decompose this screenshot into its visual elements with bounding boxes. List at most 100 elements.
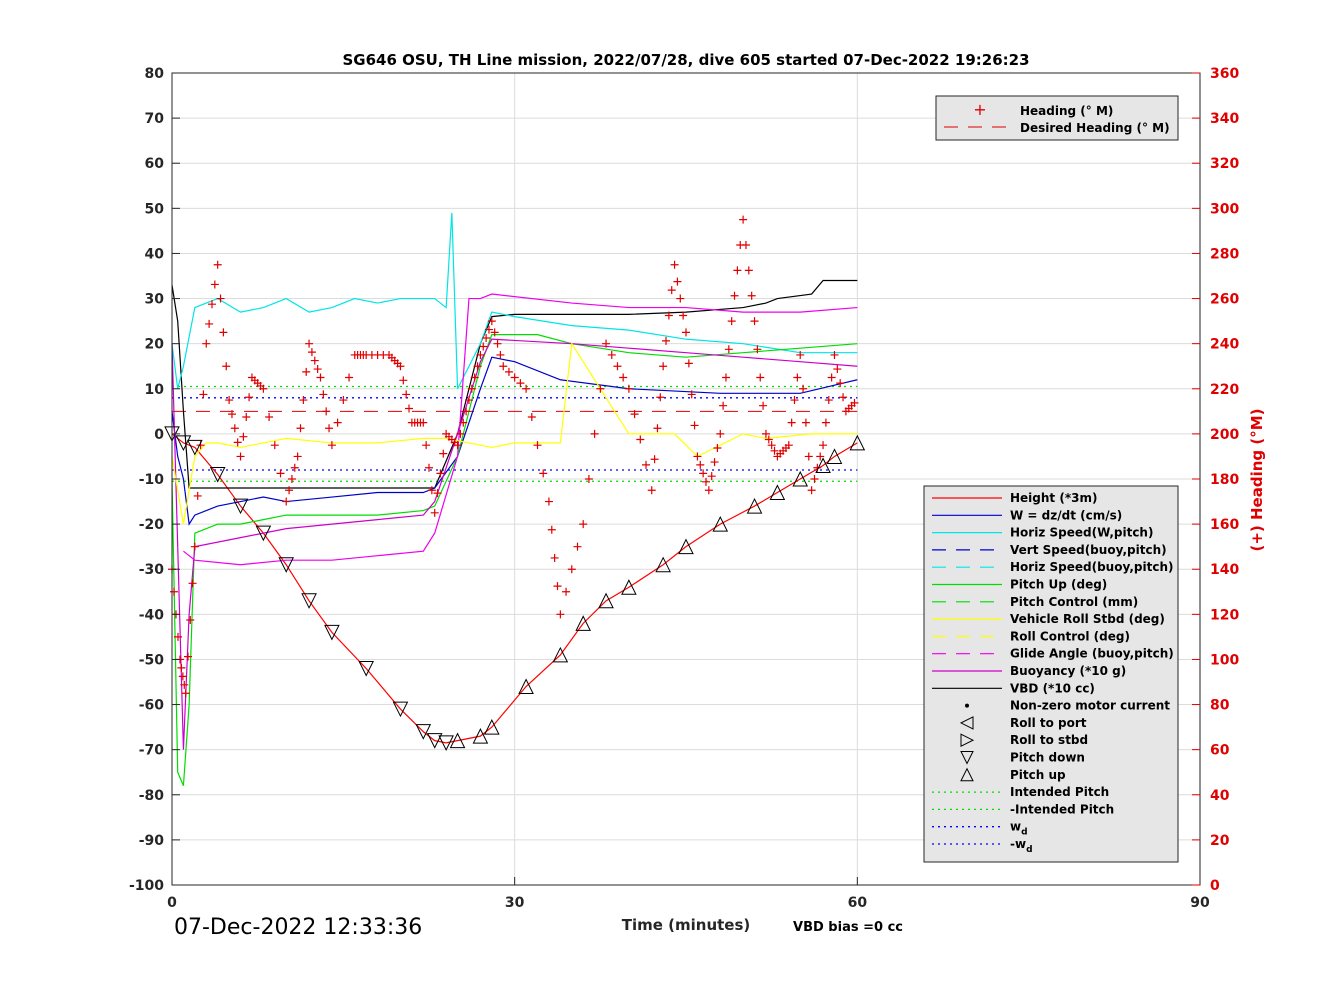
heading-point xyxy=(716,429,725,438)
legend-heading-label: Heading (° M) xyxy=(1020,104,1113,118)
heading-point xyxy=(436,469,445,478)
heading-point xyxy=(396,362,405,371)
heading-point xyxy=(602,339,611,348)
heading-point xyxy=(462,407,471,416)
heading-point xyxy=(193,491,202,500)
heading-point xyxy=(701,477,710,486)
heading-point xyxy=(619,373,628,382)
heading-point xyxy=(487,317,496,326)
heading-point xyxy=(579,520,588,529)
heading-point xyxy=(682,328,690,337)
heading-point xyxy=(282,497,291,506)
heading-point xyxy=(173,632,182,641)
pitch-up-marker xyxy=(598,592,614,609)
legend-swatch xyxy=(960,733,975,748)
heading-point xyxy=(290,463,299,472)
heading-point xyxy=(302,367,311,376)
right-tick-label: 220 xyxy=(1210,382,1239,398)
heading-point xyxy=(479,342,488,351)
right-tick-label: 300 xyxy=(1210,201,1239,217)
heading-point xyxy=(799,384,808,393)
heading-point xyxy=(750,317,759,326)
heading-point xyxy=(227,410,236,419)
right-tick-label: 100 xyxy=(1210,652,1239,668)
heading-point xyxy=(527,412,536,421)
x-axis-ticks: 0 30 60 90 xyxy=(167,877,1210,911)
heading-point xyxy=(699,469,708,478)
pitch-up-marker xyxy=(712,515,729,532)
heading-point xyxy=(186,615,195,624)
heading-point xyxy=(202,339,211,348)
heading-point xyxy=(656,393,665,402)
heading-point xyxy=(733,266,742,275)
pitch-down-marker xyxy=(358,660,374,677)
heading-point xyxy=(642,460,651,469)
heading-point xyxy=(730,291,739,300)
right-tick-label: 340 xyxy=(1210,111,1239,127)
heading-point xyxy=(427,486,436,495)
heading-point xyxy=(550,553,559,562)
heading-point xyxy=(496,350,505,359)
heading-point xyxy=(624,384,633,393)
heading-point xyxy=(553,582,562,591)
heading-point xyxy=(493,339,502,348)
heading-point xyxy=(476,350,485,359)
y-tick-label: 50 xyxy=(145,201,165,217)
y-tick-label: 80 xyxy=(145,66,165,82)
heading-point xyxy=(265,412,274,421)
pitch-up-marker xyxy=(484,718,500,735)
heading-point xyxy=(673,277,682,286)
heading-point xyxy=(313,365,322,374)
heading-point xyxy=(584,475,593,483)
heading-point xyxy=(430,508,439,517)
heading-point xyxy=(405,404,414,413)
right-tick-label: 240 xyxy=(1210,337,1239,353)
heading-point xyxy=(713,443,722,452)
timestamp-label: 07-Dec-2022 12:33:36 xyxy=(174,915,422,940)
heading-point xyxy=(316,373,325,382)
heading-point xyxy=(759,401,768,410)
heading-point xyxy=(178,672,187,681)
x-tick-label: 0 xyxy=(167,895,177,911)
heading-point xyxy=(499,362,508,371)
heading-point xyxy=(787,418,796,427)
heading-point xyxy=(239,432,248,441)
y-tick-label: -70 xyxy=(139,743,165,759)
pitch-down-marker xyxy=(426,733,443,749)
heading-point xyxy=(696,460,705,469)
heading-point xyxy=(510,373,519,382)
legend-label: Horiz Speed(buoy,pitch) xyxy=(1010,560,1173,574)
legend-label: Pitch up xyxy=(1010,768,1066,782)
heading-point xyxy=(325,424,334,433)
pitch-up-marker xyxy=(769,484,786,501)
heading-point xyxy=(473,362,482,371)
right-tick-label: 80 xyxy=(1210,698,1230,714)
heading-point xyxy=(205,319,214,328)
heading-point xyxy=(453,441,462,450)
heading-point xyxy=(547,525,556,534)
right-tick-label: 0 xyxy=(1210,878,1220,894)
heading-point xyxy=(724,345,733,354)
heading-point xyxy=(767,441,776,450)
heading-point xyxy=(662,336,671,345)
heading-point xyxy=(747,291,756,300)
heading-point xyxy=(188,579,197,588)
heading-point xyxy=(807,486,816,495)
legend-label: Horiz Speed(W,pitch) xyxy=(1010,526,1153,540)
heading-point xyxy=(210,280,219,289)
heading-point xyxy=(567,565,576,574)
pitch-up-marker xyxy=(472,728,489,744)
pitch-down-marker xyxy=(255,525,272,542)
heading-point xyxy=(222,362,231,371)
heading-point xyxy=(533,441,542,450)
heading-point xyxy=(727,317,736,326)
heading-point xyxy=(425,463,433,472)
right-tick-label: 180 xyxy=(1210,472,1239,488)
heading-point xyxy=(305,339,314,348)
heading-point xyxy=(659,362,668,371)
pitch-up-marker xyxy=(826,448,843,464)
heading-point xyxy=(630,410,639,419)
heading-point xyxy=(704,486,713,495)
heading-point xyxy=(259,384,268,393)
